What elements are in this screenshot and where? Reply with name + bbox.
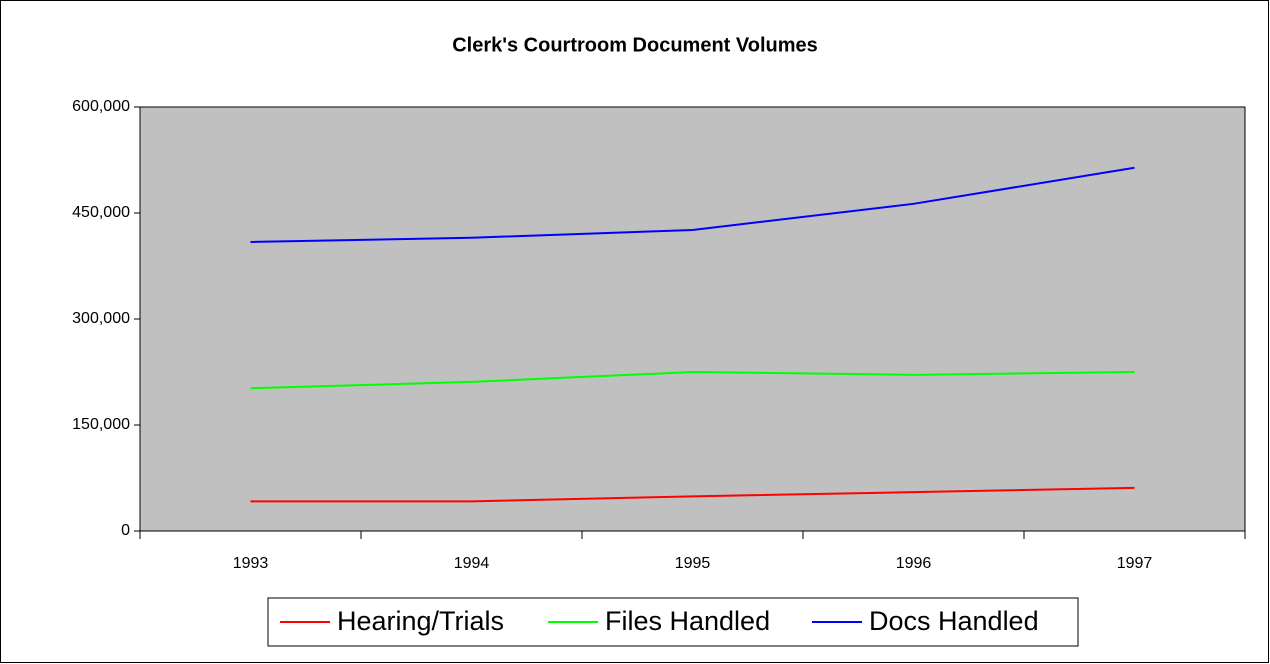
legend-label: Hearing/Trials bbox=[337, 606, 504, 636]
legend-label: Files Handled bbox=[605, 606, 770, 636]
series-line bbox=[250, 486, 1135, 503]
y-tick-label: 600,000 bbox=[72, 98, 130, 115]
x-tick-label: 1995 bbox=[675, 555, 711, 572]
series-line bbox=[250, 370, 1135, 390]
y-tick-label: 150,000 bbox=[72, 416, 130, 433]
series-line bbox=[250, 166, 1135, 243]
legend-label: Docs Handled bbox=[869, 606, 1039, 636]
x-tick-label: 1994 bbox=[454, 555, 490, 572]
y-tick-label: 300,000 bbox=[72, 310, 130, 327]
x-tick-label: 1996 bbox=[896, 555, 932, 572]
x-tick-label: 1997 bbox=[1117, 555, 1153, 572]
x-tick-label: 1993 bbox=[233, 555, 269, 572]
y-tick-label: 450,000 bbox=[72, 204, 130, 221]
chart-title: Clerk's Courtroom Document Volumes bbox=[452, 34, 818, 56]
y-tick-label: 0 bbox=[121, 522, 130, 539]
legend-box bbox=[267, 597, 1079, 647]
plot-area bbox=[139, 106, 1246, 532]
